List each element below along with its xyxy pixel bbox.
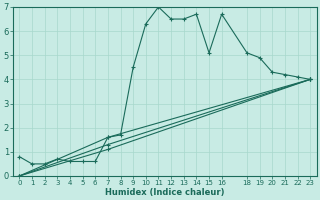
X-axis label: Humidex (Indice chaleur): Humidex (Indice chaleur)	[105, 188, 225, 197]
